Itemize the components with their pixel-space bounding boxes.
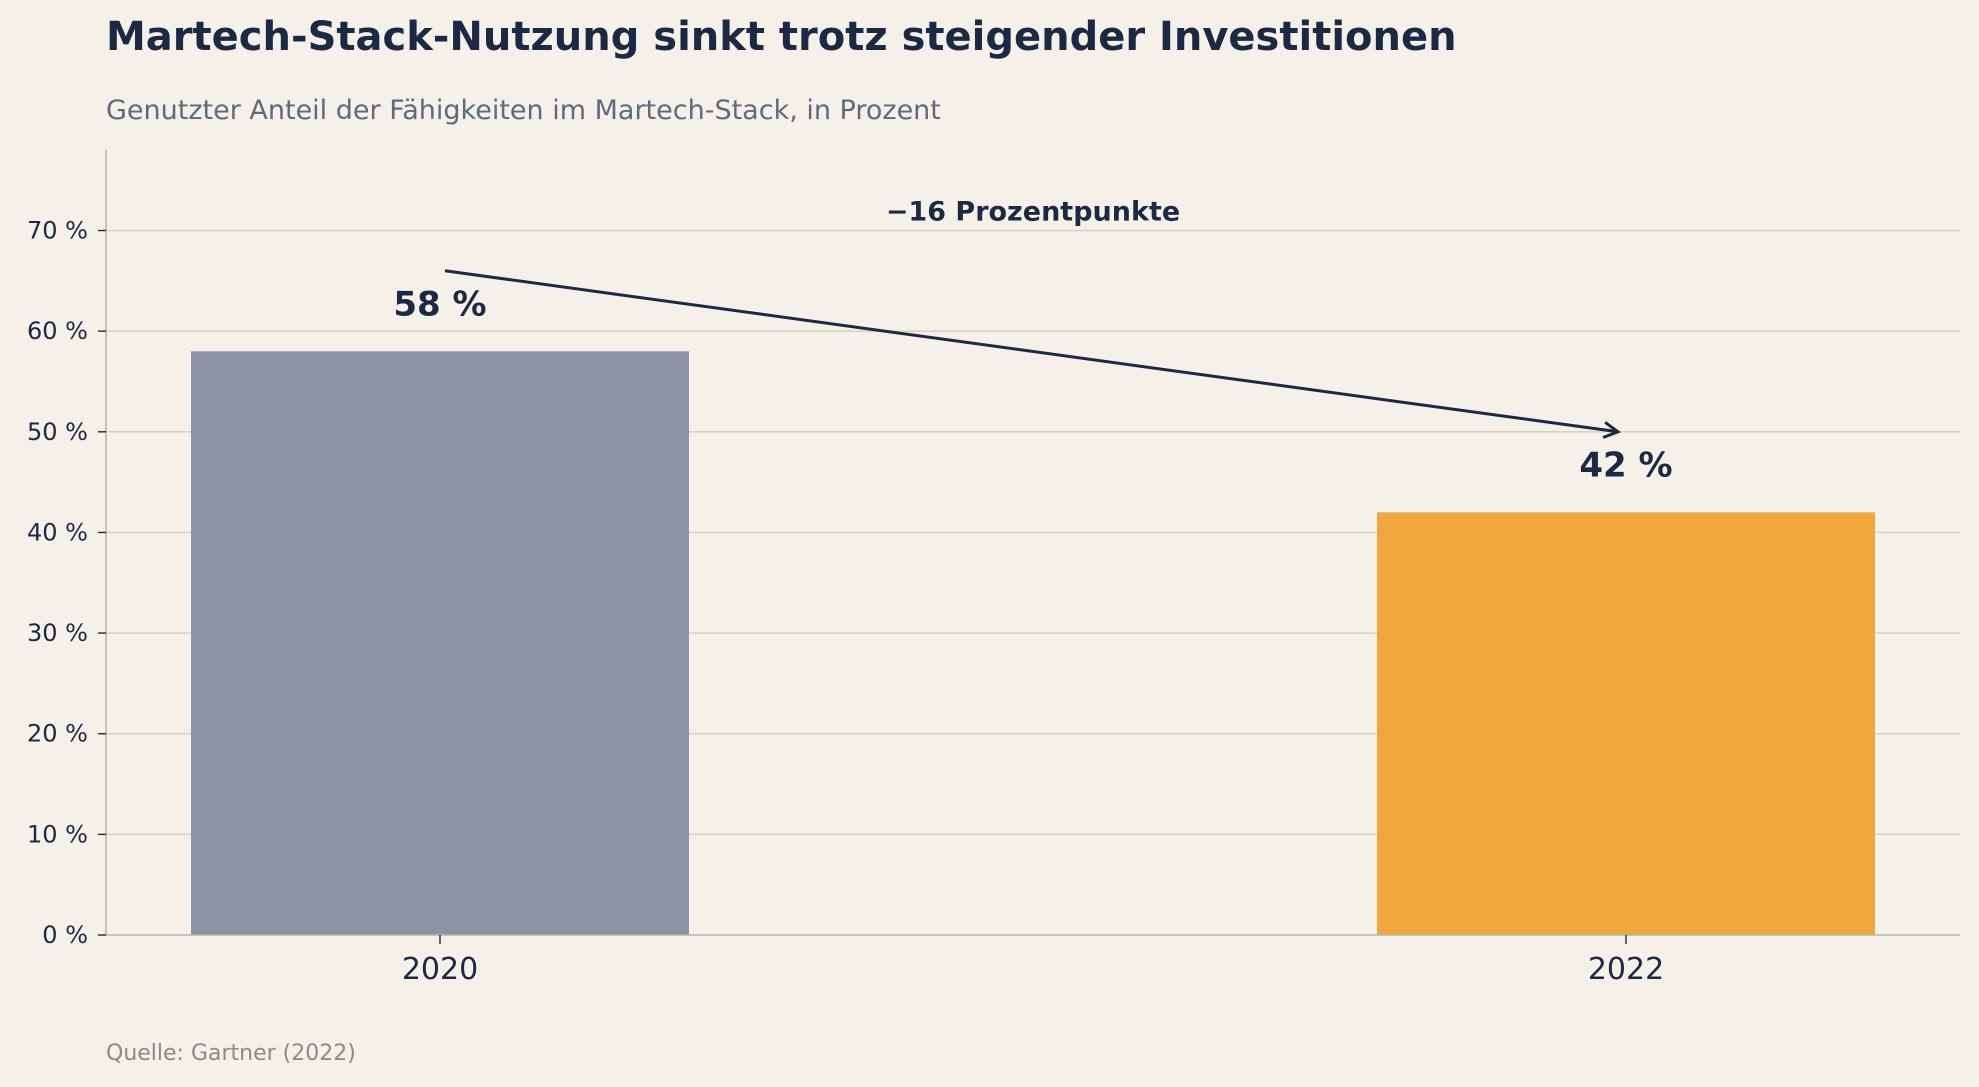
- y-tick-label-30: 30 %: [27, 619, 88, 647]
- data-label-2020: 58 %: [393, 284, 486, 324]
- bar-2020: [191, 351, 689, 935]
- bars: [191, 351, 1875, 935]
- y-tick-label-40: 40 %: [27, 518, 88, 546]
- annotation-label: −16 Prozentpunkte: [886, 197, 1180, 228]
- data-label-2022: 42 %: [1579, 445, 1672, 485]
- y-tick-label-50: 50 %: [27, 418, 88, 446]
- annotation-arrow-line: [444, 269, 1619, 434]
- source-note: Quelle: Gartner (2022): [106, 1041, 356, 1066]
- annotation: −16 Prozentpunkte: [444, 197, 1622, 439]
- labels: 0 % 10 % 20 % 30 % 40 % 50 % 60 % 70 % 2020 2022 5…: [27, 217, 1673, 987]
- y-tick-label-70: 70 %: [27, 217, 88, 245]
- bar-2022: [1377, 512, 1875, 935]
- y-tick-label-60: 60 %: [27, 317, 88, 345]
- y-tick-label-0: 0 %: [42, 921, 88, 949]
- x-tick-label-2022: 2022: [1588, 952, 1664, 987]
- y-tick-label-10: 10 %: [27, 820, 88, 848]
- chart-title: Martech-Stack-Nutzung sinkt trotz steige…: [106, 14, 1457, 60]
- y-tick-label-20: 20 %: [27, 720, 88, 748]
- annotation-arrow-head: [1602, 421, 1622, 439]
- axes: [98, 150, 1960, 944]
- x-tick-label-2020: 2020: [402, 952, 478, 987]
- chart-subtitle: Genutzter Anteil der Fähigkeiten im Mart…: [106, 95, 941, 126]
